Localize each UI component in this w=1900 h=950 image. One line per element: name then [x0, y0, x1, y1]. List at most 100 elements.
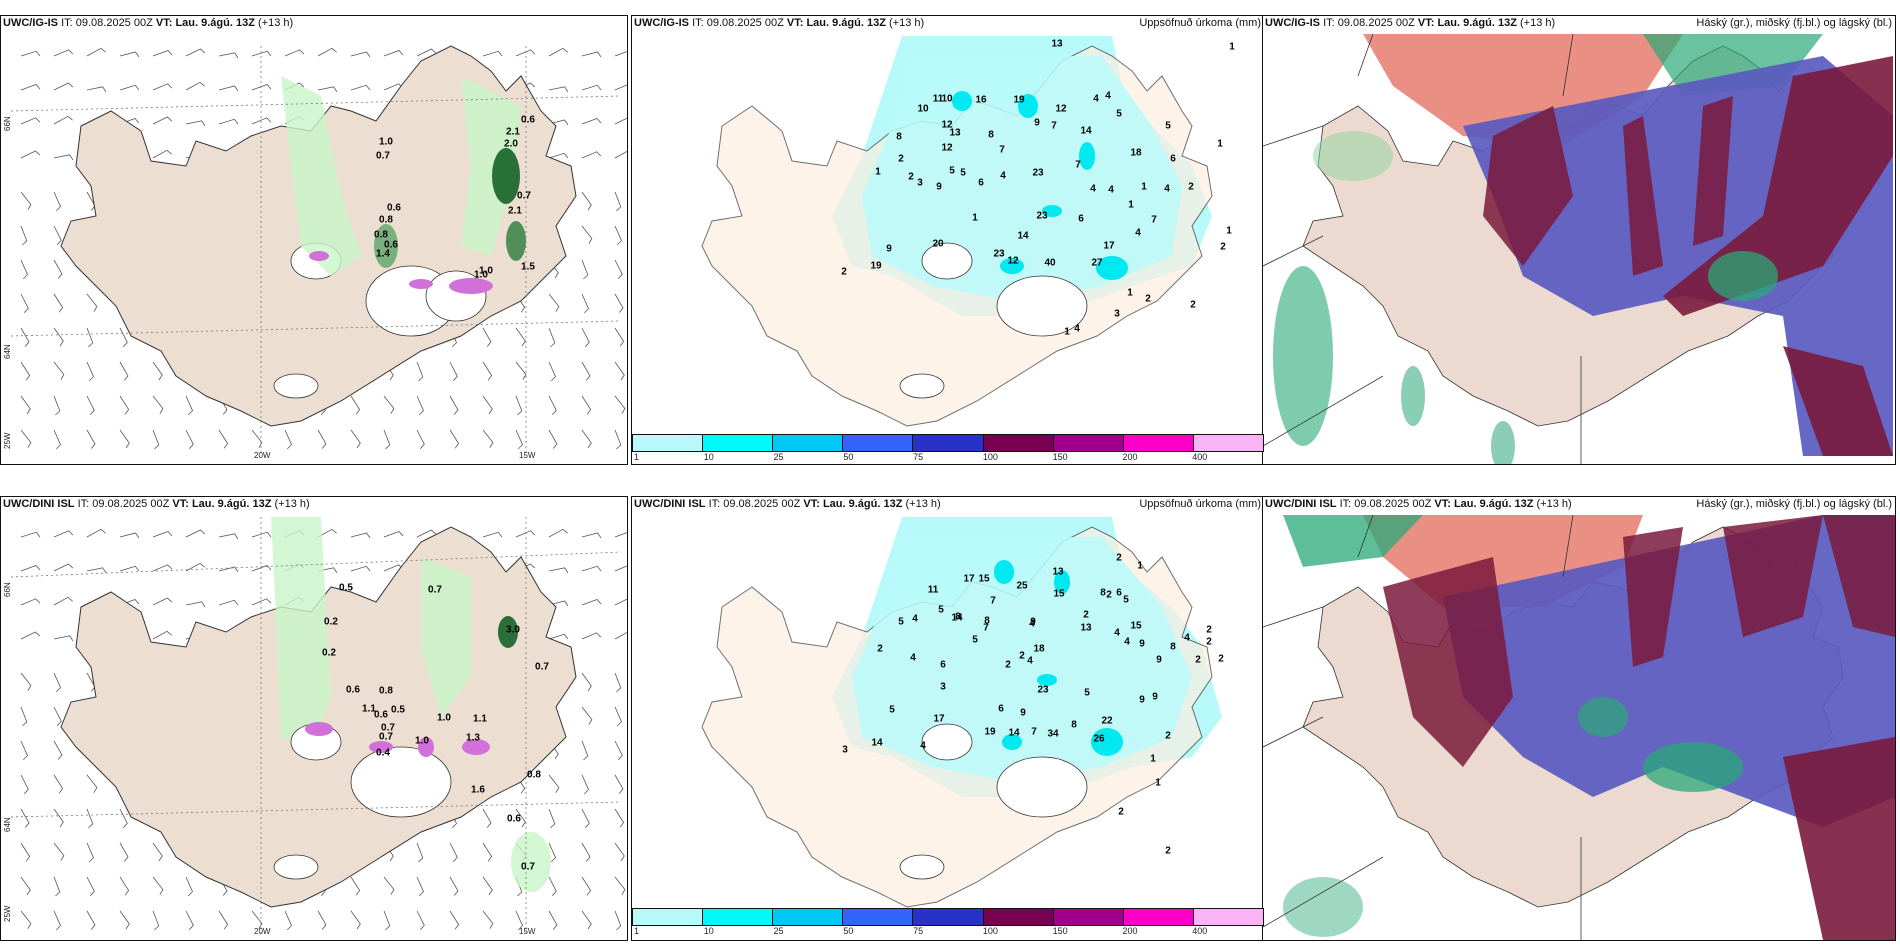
value-label: 8 [1170, 641, 1176, 653]
value-label: 4 [1093, 93, 1099, 105]
wind-barb [86, 327, 94, 348]
value-label: 5 [938, 604, 944, 616]
wind-barb [152, 50, 173, 57]
precip-core [1018, 94, 1038, 118]
wind-barb [581, 395, 592, 415]
wind-barb [614, 51, 627, 57]
precip-map [701, 36, 1213, 427]
wind-barb [20, 361, 31, 381]
wind-barb [581, 565, 602, 572]
value-label: 0.7 [517, 190, 531, 202]
mid-cloud [1823, 515, 1895, 637]
wind-barb [581, 808, 590, 828]
colorbar-ticks: 1 10 25 50 75 100 150 200 400 [632, 452, 1262, 464]
value-label: 2 [1206, 636, 1212, 648]
panel-ig-precip: UWC/IG-IS IT: 09.08.2025 00Z VT: Lau. 9.… [631, 15, 1265, 465]
wind-barb [614, 532, 627, 538]
wind-barb [20, 672, 32, 691]
wind-barb [383, 876, 395, 895]
lat-label: 64N [3, 344, 12, 359]
value-label: 2 [1188, 181, 1194, 193]
vt-value: Lau. 9.ágú. 13Z [822, 498, 903, 510]
colorbar-segment [1053, 909, 1124, 925]
lat-label: 66N [3, 116, 12, 131]
high-cloud [1283, 877, 1363, 937]
mid-cloud [1783, 346, 1893, 456]
vt-label: VT: [1417, 17, 1435, 29]
wind-barb [152, 395, 164, 414]
hail [418, 737, 434, 757]
mid-cloud [1663, 56, 1893, 316]
value-label: 16 [975, 94, 987, 106]
value-label: 1 [1150, 753, 1156, 765]
cloud-map [1263, 33, 1895, 464]
value-label: 2 [1145, 293, 1151, 305]
value-label: 14 [951, 612, 963, 624]
wind-barb [614, 876, 626, 895]
glacier [921, 242, 973, 280]
wind-barb [416, 395, 424, 416]
wind-barb [86, 842, 94, 863]
precip-core [1000, 258, 1024, 274]
value-label: 34 [1047, 728, 1059, 740]
value-label: 23 [1036, 210, 1048, 222]
colorbar-tick: 75 [913, 452, 924, 462]
colorbar-tick: 150 [1052, 452, 1068, 462]
glacier [273, 373, 319, 399]
wind-barb [185, 562, 205, 572]
model-name: UWC/IG-IS [634, 17, 689, 29]
wind-barb [53, 672, 61, 693]
high-cloud [1401, 366, 1425, 426]
value-label: 15 [1130, 620, 1142, 632]
wind-barb [614, 774, 624, 794]
wind-barb [53, 225, 62, 245]
wind-barb [152, 910, 160, 931]
it-value: 09.08.2025 00Z [75, 17, 153, 29]
hail [369, 741, 393, 753]
wind-barb [350, 84, 371, 91]
model-name: UWC/DINI ISL [634, 498, 706, 510]
wind-barb [86, 86, 107, 93]
value-label: 1.0 [415, 735, 429, 747]
precip-area [271, 517, 331, 747]
colorbar [632, 908, 1264, 926]
value-label: 4 [920, 740, 926, 752]
panel-title: UWC/DINI ISL IT: 09.08.2025 00Z VT: Lau.… [1265, 498, 1572, 510]
value-label: 7 [1075, 159, 1081, 171]
wind-barb [53, 774, 64, 794]
value-label: 19 [984, 726, 996, 738]
wind-barb [152, 564, 173, 572]
it-value: 09.08.2025 00Z [1337, 17, 1415, 29]
panel-subtitle: Uppsöfnuð úrkoma (mm) [1139, 17, 1261, 29]
value-label: 8 [1071, 719, 1077, 731]
wind-barb [581, 910, 592, 930]
value-label: 1 [875, 166, 881, 178]
wind-barb [515, 530, 536, 538]
wind-barb [548, 600, 569, 607]
wind-barb [614, 361, 625, 381]
colorbar-tick: 1 [634, 452, 640, 462]
wind-barb [20, 84, 41, 91]
wind-barb [20, 565, 41, 572]
wind-barb [86, 429, 96, 449]
wind-barb [581, 632, 602, 640]
value-label: 4 [1124, 636, 1130, 648]
colorbar-tick: 400 [1192, 926, 1208, 936]
wind-barb [86, 808, 94, 829]
wind-barb [482, 876, 493, 896]
model-name: UWC/IG-IS [1265, 17, 1320, 29]
value-label: 7 [1151, 214, 1157, 226]
wind-barb [218, 533, 239, 540]
wind-barb [614, 706, 622, 727]
vt-value: Lau. 9.ágú. 13Z [806, 17, 886, 29]
value-label: 1.5 [521, 261, 535, 273]
glacier [921, 723, 973, 761]
value-label: 5 [1165, 120, 1171, 132]
wind-barb [614, 293, 624, 313]
it-value: 09.08.2025 00Z [92, 498, 170, 510]
panel-ig-clouds: UWC/IG-IS IT: 09.08.2025 00Z VT: Lau. 9.… [1262, 15, 1896, 465]
value-label: 0.5 [391, 704, 405, 716]
lon-label: 20W [254, 927, 271, 936]
wind-barb [581, 876, 592, 896]
value-label: 13 [1052, 566, 1064, 578]
